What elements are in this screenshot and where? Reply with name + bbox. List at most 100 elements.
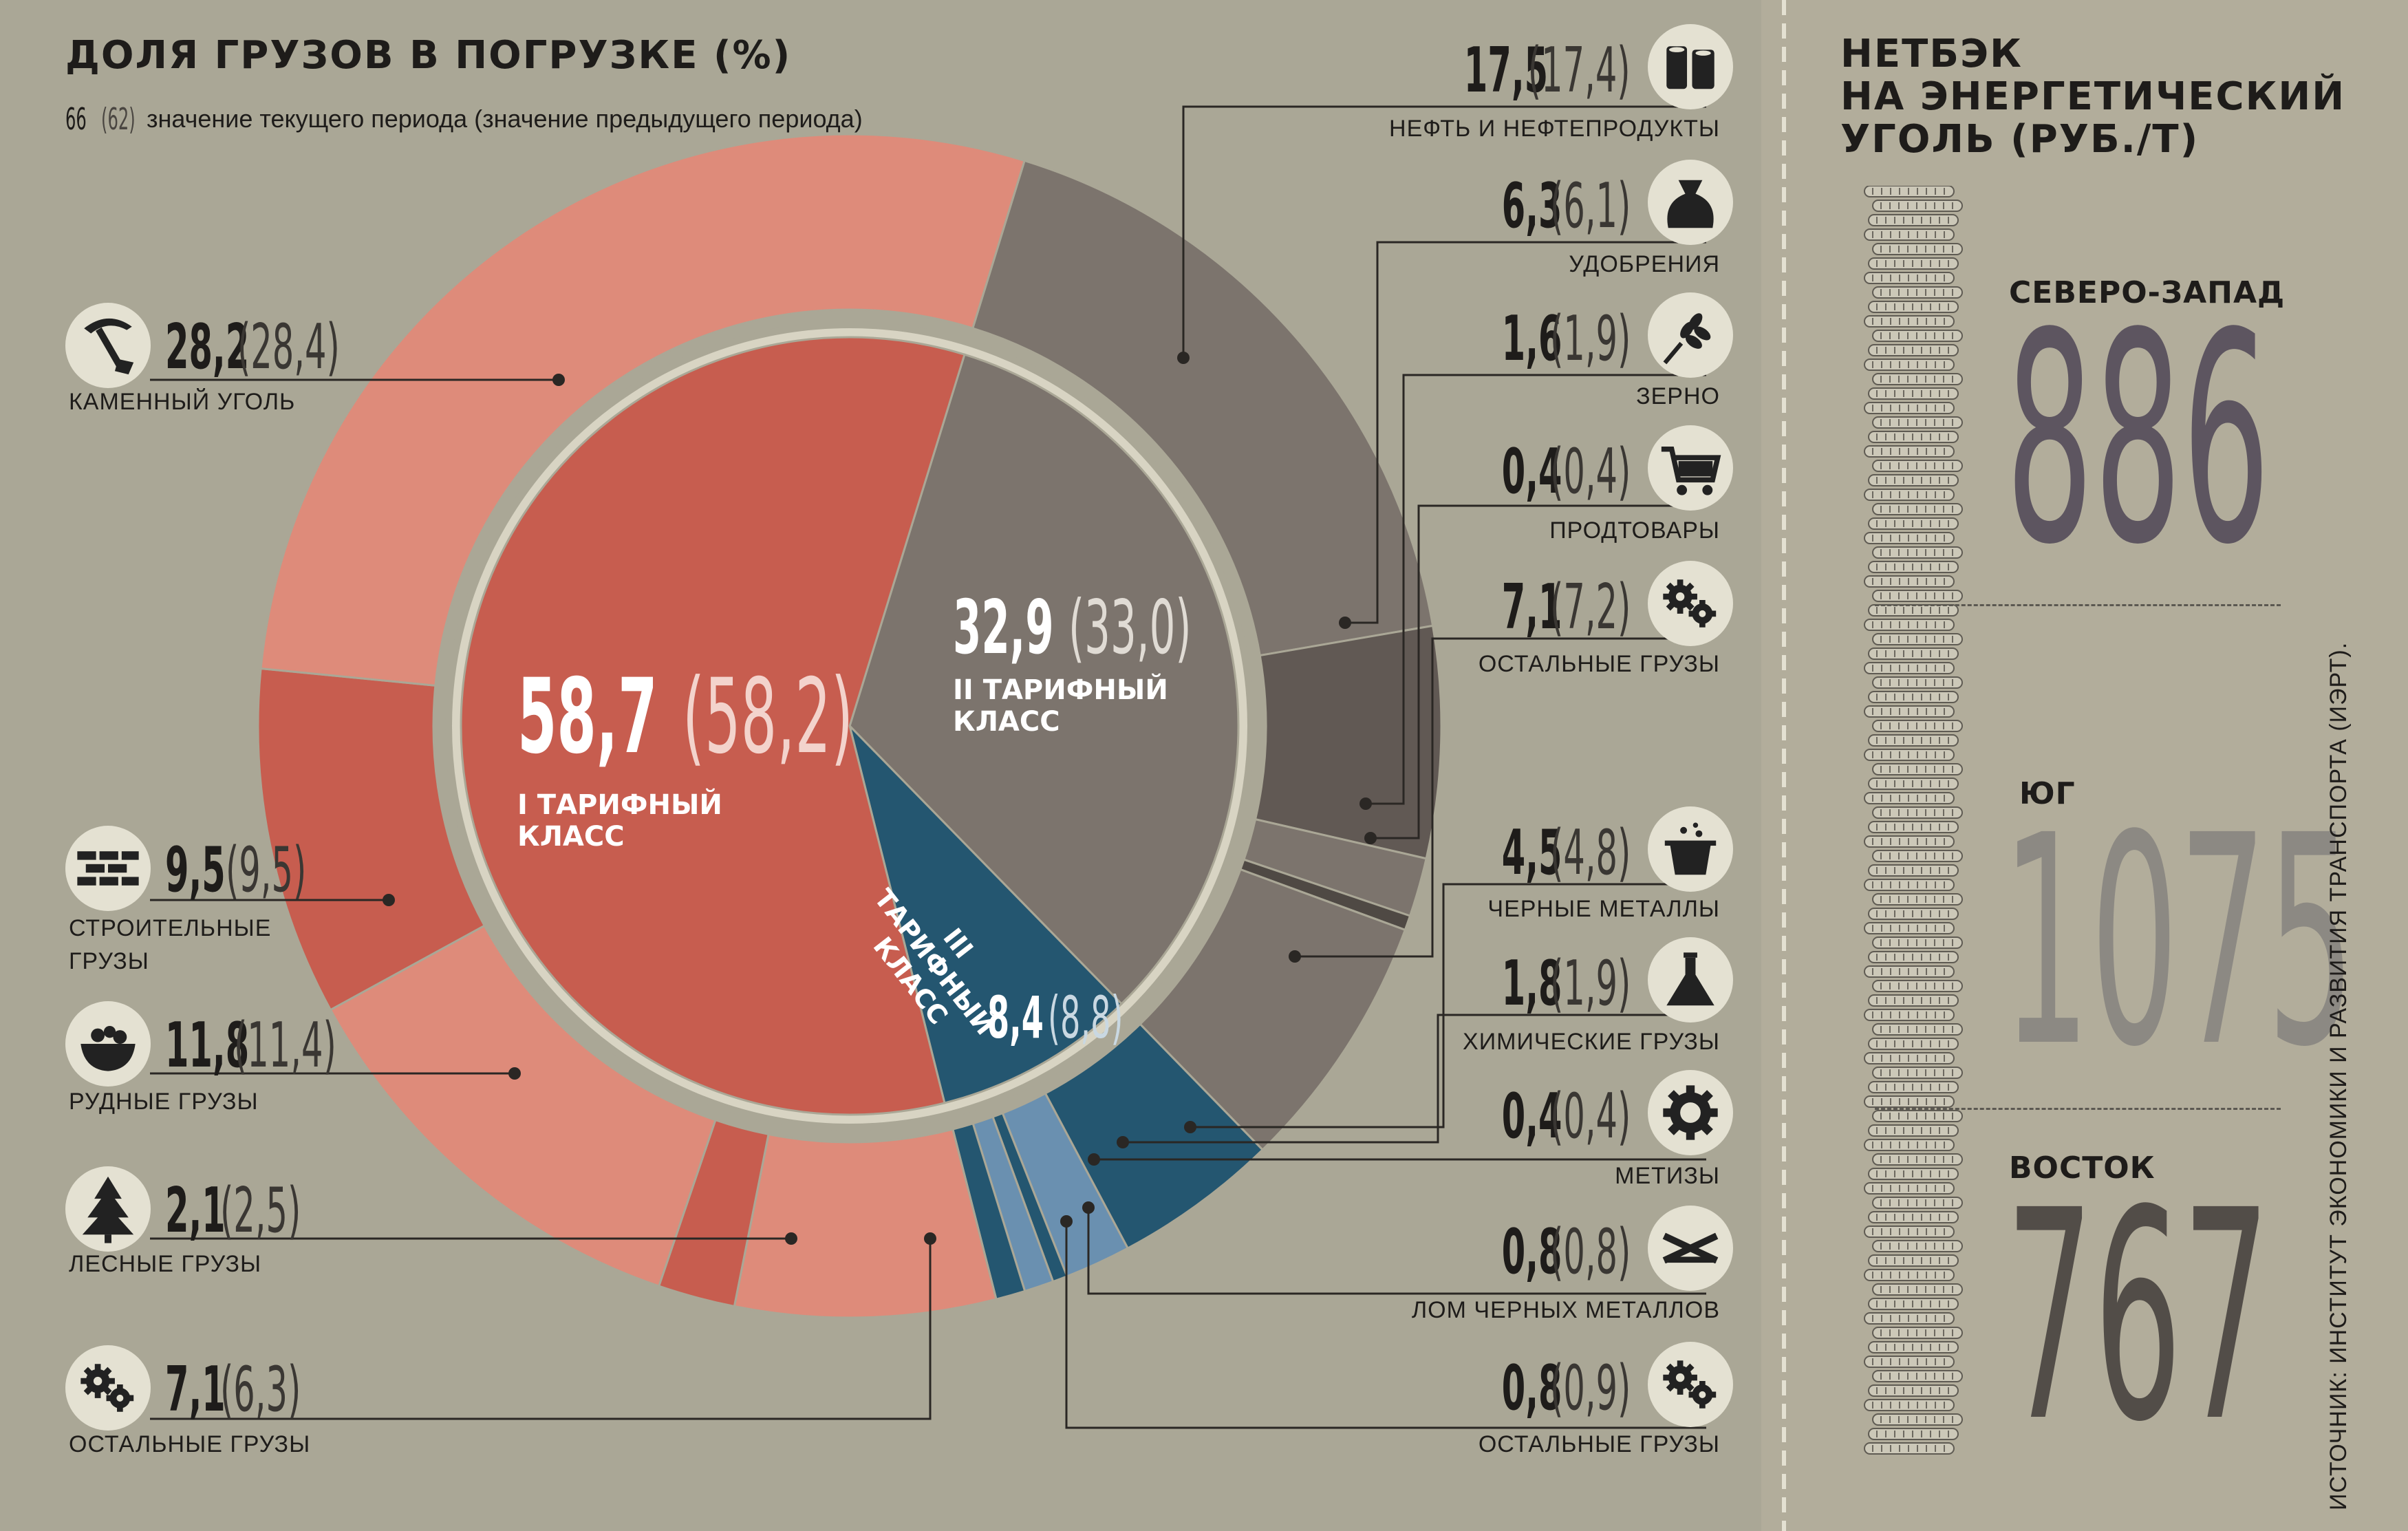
inner-slice-1: [460, 336, 966, 1116]
ferrous-prev: (4,8): [1549, 817, 1631, 889]
region-nw-name: СЕВЕРО-ЗАПАД: [2009, 275, 2286, 310]
class-i-value: 58,7: [517, 657, 658, 777]
source-note: ИСТОЧНИК: ИНСТИТУТ ЭКОНОМИКИ И РАЗВИТИЯ …: [2325, 641, 2352, 1510]
timber-value: 2,1: [165, 1175, 226, 1247]
chemical-value: 1,8: [1501, 947, 1562, 1020]
dot-scrap: [1082, 1201, 1095, 1214]
other-ii-prev: (7,2): [1549, 571, 1631, 643]
left-item-other-i: [65, 1345, 151, 1431]
class-iii-values: 8,4 (8,8): [987, 984, 1166, 1053]
left-item-coal: [65, 303, 151, 388]
fertilizer-prev: (6,1): [1549, 170, 1631, 242]
barrels-icon: [1648, 24, 1733, 109]
timber-prev: (2,5): [220, 1175, 301, 1247]
class-ii-prev: (33,0): [1068, 585, 1192, 671]
coal-label: КАМЕННЫЙ УГОЛЬ: [69, 389, 296, 415]
dot-grain: [1359, 797, 1372, 810]
donut-chart: [150, 105, 1706, 1429]
left-values-ore: 11,8 (11,4): [165, 1009, 372, 1082]
outer-slice-15: [259, 133, 1026, 687]
right-item-fertilizer: [1648, 160, 1733, 245]
sidebar-title-2: НА ЭНЕРГЕТИЧЕСКИЙ: [1840, 74, 2346, 119]
region-south-name: ЮГ: [2019, 776, 2076, 811]
construction-value: 9,5: [165, 834, 226, 906]
left-values-timber: 2,1 (2,5): [165, 1175, 372, 1247]
construction-label: СТРОИТЕЛЬНЫЕ ГРУЗЫ: [69, 915, 272, 974]
right-values-ferrous: 4,5 (4,8): [1307, 817, 1631, 889]
gears-icon: [1648, 561, 1733, 646]
leader-other-ii: [1295, 637, 1706, 958]
region-nw-value: 886: [2006, 272, 2270, 608]
divider-1: [1875, 604, 2281, 606]
region-nw: 886: [2006, 296, 2281, 585]
ore-prev: (11,4): [234, 1009, 336, 1082]
leader-grain: [1366, 374, 1706, 805]
dot-other-ii: [1289, 950, 1301, 963]
class-iii-prev: (8,8): [1048, 984, 1124, 1051]
region-south: 1075: [2002, 798, 2355, 1087]
ore-label: РУДНЫЕ ГРУЗЫ: [69, 1089, 259, 1115]
class-ii-name-1: II ТАРИФНЫЙ: [953, 674, 1168, 706]
other-i-prev: (6,3): [220, 1353, 301, 1426]
coal-value: 28,2: [165, 311, 250, 383]
right-values-other-ii: 7,1 (7,2): [1307, 571, 1631, 643]
class-iii-value: 8,4: [987, 984, 1044, 1051]
dot-coal: [552, 374, 565, 386]
region-east-value: 767: [2006, 1149, 2270, 1486]
construction-prev: (9,5): [226, 834, 307, 906]
right-values-scrap: 0,8 (0,8): [1307, 1216, 1631, 1288]
dot-food: [1364, 832, 1377, 844]
leader-oil: [1182, 105, 1706, 358]
dot-chemical: [1117, 1136, 1129, 1148]
right-item-scrap: [1648, 1206, 1733, 1291]
other-i-value: 7,1: [165, 1353, 226, 1426]
other-i-label: ОСТАЛЬНЫЕ ГРУЗЫ: [69, 1431, 311, 1457]
food-label: ПРОДТОВАРЫ: [1549, 517, 1720, 544]
class-i-name-2: КЛАСС: [517, 821, 625, 853]
divider-2: [1875, 1108, 2281, 1110]
leader-other-iii: [1065, 1221, 1706, 1429]
leader-scrap: [1087, 1208, 1706, 1295]
dot-timber: [785, 1232, 797, 1245]
right-values-hardware: 0,4 (0,4): [1307, 1080, 1631, 1153]
gears-icon: [65, 1345, 151, 1431]
dot-hardware: [1088, 1153, 1100, 1166]
hardware-value: 0,4: [1501, 1080, 1562, 1153]
chemical-prev: (1,9): [1549, 947, 1631, 1020]
right-item-other-ii: [1648, 561, 1733, 646]
inner-slice-3: [848, 722, 1124, 1104]
leader-chemical: [1123, 1014, 1706, 1144]
flask-icon: [1648, 937, 1733, 1023]
leader-ferrous: [1190, 883, 1706, 1128]
right-item-food: [1648, 425, 1733, 511]
sidebar-title-3: УГОЛЬ (РУБ./Т): [1840, 117, 2200, 162]
other-ii-value: 7,1: [1501, 571, 1562, 643]
dot-oil: [1177, 352, 1190, 364]
coal-prev: (28,4): [237, 311, 340, 383]
tree-icon: [65, 1166, 151, 1252]
ladle-icon: [1648, 806, 1733, 892]
legend-text: значение текущего периода (значение пред…: [147, 105, 863, 133]
dot-ferrous: [1184, 1121, 1196, 1133]
other-ii-label: ОСТАЛЬНЫЕ ГРУЗЫ: [1478, 651, 1720, 677]
sidebar-title: НЕТБЭК НА ЭНЕРГЕТИЧЕСКИЙ УГОЛЬ (РУБ./Т): [1840, 33, 2345, 161]
timber-label: ЛЕСНЫЕ ГРУЗЫ: [69, 1251, 262, 1277]
left-values-construction: 9,5 (9,5): [165, 834, 372, 906]
leader-fertilizer: [1345, 241, 1706, 624]
cart-icon: [1648, 425, 1733, 511]
oil-label: НЕФТЬ И НЕФТЕПРОДУКТЫ: [1389, 116, 1720, 142]
outer-slice-1: [971, 159, 1434, 657]
region-east-name: ВОСТОК: [2009, 1150, 2156, 1186]
right-values-other-iii: 0,8 (0,9): [1307, 1352, 1631, 1424]
ferrous-value: 4,5: [1501, 817, 1562, 889]
left-values-other-i: 7,1 (6,3): [165, 1353, 372, 1426]
scrap-label: ЛОМ ЧЕРНЫХ МЕТАЛЛОВ: [1411, 1297, 1720, 1323]
right-values-oil: 17,5 (17,4): [1307, 34, 1631, 107]
class-i-prev: (58,2): [682, 657, 854, 777]
ferrous-label: ЧЕРНЫЕ МЕТАЛЛЫ: [1487, 896, 1720, 922]
left-values-coal: 28,2 (28,4): [165, 311, 372, 383]
outer-ring: [257, 133, 1443, 1319]
dot-other-i: [924, 1232, 936, 1245]
inner-ring: [460, 336, 1240, 1116]
chart-title: ДОЛЯ ГРУЗОВ В ПОГРУЗКЕ (%): [65, 33, 792, 78]
